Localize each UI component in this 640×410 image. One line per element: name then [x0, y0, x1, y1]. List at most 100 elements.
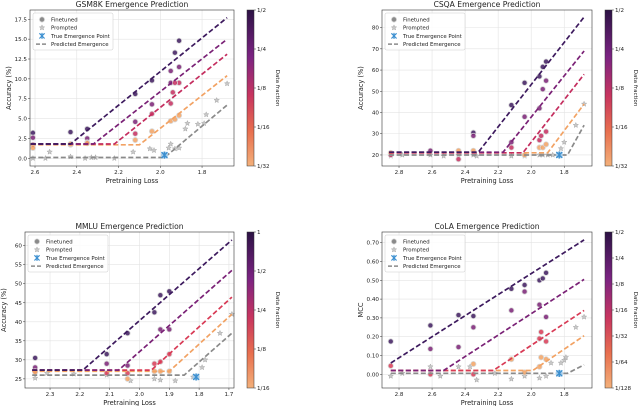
- prompted-point: [547, 359, 555, 366]
- y-axis-label: MCC: [357, 302, 365, 317]
- colorbar: 1/2 1/4 1/8 1/16 1/32 Data fraction: [604, 8, 638, 170]
- finetuned-point: [538, 328, 545, 335]
- legend: Finetuned Prompted True Emergence Point Pre…: [32, 12, 114, 51]
- x-tick-label: 2.2: [494, 170, 503, 176]
- x-tick-label: 2.0: [527, 392, 536, 398]
- x-tick-label: 1.8: [560, 170, 569, 176]
- true-emergence-point: [160, 151, 169, 159]
- finetuned-point: [538, 354, 545, 361]
- colorbar-tick-label: 1/2: [257, 8, 266, 14]
- y-tick-label: 50: [372, 89, 380, 95]
- y-tick-label: 40: [15, 320, 23, 326]
- star-marker-icon: [390, 24, 398, 31]
- finetuned-point: [543, 141, 550, 148]
- y-tick-label: 0.20: [367, 335, 380, 341]
- chart-title: CoLA Emergence Prediction: [434, 222, 539, 231]
- finetuned-point: [543, 338, 550, 345]
- finetuned-point: [148, 101, 155, 108]
- finetuned-point: [103, 351, 110, 358]
- legend-label: Predicted Emergence: [46, 264, 104, 270]
- x-tick-label: 2.2: [494, 392, 503, 398]
- colorbar-tick-label: 1/4: [257, 308, 266, 314]
- x-tick-label: 2.8: [395, 170, 404, 176]
- colorbar-tick-label: 1/8: [615, 282, 624, 288]
- prompted-point: [203, 111, 210, 118]
- y-tick-label: 25: [15, 377, 23, 383]
- finetuned-marker-icon: [34, 238, 41, 245]
- colorbar-gradient: [604, 9, 613, 167]
- finetuned-point: [508, 102, 515, 109]
- legend-label: True Emergence Point: [45, 256, 105, 262]
- finetuned-point: [171, 49, 178, 56]
- predicted-line: [32, 313, 233, 373]
- x-axis-label: Pretraining Loss: [106, 177, 159, 185]
- y-tick-label: 35: [15, 339, 23, 345]
- colorbar-label: Data fraction: [632, 292, 638, 329]
- prompted-point: [473, 376, 480, 383]
- finetuned-point: [103, 360, 110, 367]
- subplot-2: 2.3 2.2 2.1 2.0 1.9 1.8 1.7 25 30 35 40 45 50 55 60 MML…: [0, 222, 280, 407]
- y-tick-label: 0.50: [367, 278, 380, 284]
- finetuned-point: [543, 313, 550, 320]
- finetuned-point: [176, 63, 183, 70]
- x-tick-label: 2.4: [461, 392, 470, 398]
- finetuned-point: [157, 292, 164, 299]
- x-axis-label: Pretraining Loss: [103, 399, 156, 406]
- true-emergence-point: [555, 151, 563, 159]
- y-tick-label: 40: [372, 111, 380, 117]
- predicted-line: [32, 269, 233, 371]
- colorbar-tick-label: 1/16: [615, 308, 628, 314]
- x-tick-label: 2.4: [72, 170, 81, 176]
- x-tick-label: 2.0: [135, 392, 144, 398]
- legend-predicted: Predicted Emergence: [31, 264, 104, 270]
- finetuned-point: [387, 338, 394, 345]
- prompted-point: [182, 125, 189, 132]
- finetuned-point: [455, 156, 462, 163]
- chart-title: CSQA Emergence Prediction: [434, 0, 541, 9]
- finetuned-point: [543, 128, 550, 135]
- colorbar-gradient: [246, 9, 255, 167]
- legend-prompted: Prompted: [390, 24, 429, 32]
- prompted-point: [167, 140, 174, 147]
- star-marker-icon: [390, 246, 398, 253]
- subplot-3: 2.8 2.6 2.4 2.2 2.0 1.8 0.00 0.10 0.20 0.30 0.40 0.…: [357, 222, 638, 407]
- finetuned-point: [470, 132, 477, 139]
- legend-predicted: Predicted Emergence: [388, 264, 461, 270]
- legend-prompted: Prompted: [38, 24, 77, 32]
- y-tick-label: 45: [15, 301, 23, 307]
- finetuned-point: [151, 360, 158, 367]
- prompted-point: [572, 323, 579, 330]
- y-tick-label: 55: [15, 263, 23, 269]
- finetuned-point: [132, 130, 139, 137]
- finetuned-point: [543, 77, 550, 84]
- prompted-point: [223, 80, 231, 87]
- colorbar-tick-label: 1/8: [257, 86, 266, 92]
- y-axis-label: Accuracy (%): [5, 66, 13, 110]
- x-tick-label: 1.7: [224, 392, 233, 398]
- x-marker-icon: [390, 254, 398, 261]
- colorbar-label: Data fraction: [274, 70, 280, 107]
- finetuned-point: [455, 312, 462, 319]
- finetuned-point: [387, 362, 394, 369]
- legend-predicted: Predicted Emergence: [36, 42, 109, 48]
- finetuned-point: [427, 322, 434, 329]
- prompted-point: [129, 148, 137, 155]
- legend-finetuned: Finetuned: [390, 238, 430, 246]
- prompted-point: [216, 329, 224, 336]
- x-tick-label: 2.0: [527, 170, 536, 176]
- colorbar-tick-label: 1/64: [615, 360, 628, 366]
- finetuned-point: [539, 275, 546, 282]
- y-tick-label: 15.0: [15, 37, 28, 43]
- legend-true-point: True Emergence Point: [390, 32, 462, 40]
- y-tick-label: 7.5: [18, 97, 27, 103]
- axes-frame: [381, 231, 593, 389]
- finetuned-point: [124, 375, 131, 382]
- colorbar-tick-label: 1/32: [615, 334, 628, 340]
- prompted-point: [521, 372, 528, 379]
- finetuned-point: [543, 58, 550, 65]
- y-tick-label: 5.0: [18, 117, 27, 123]
- colorbar-tick-label: 1/16: [615, 125, 628, 131]
- y-tick-label: 10.0: [15, 77, 28, 83]
- legend-prompted: Prompted: [390, 246, 429, 254]
- prompted-point: [561, 356, 568, 363]
